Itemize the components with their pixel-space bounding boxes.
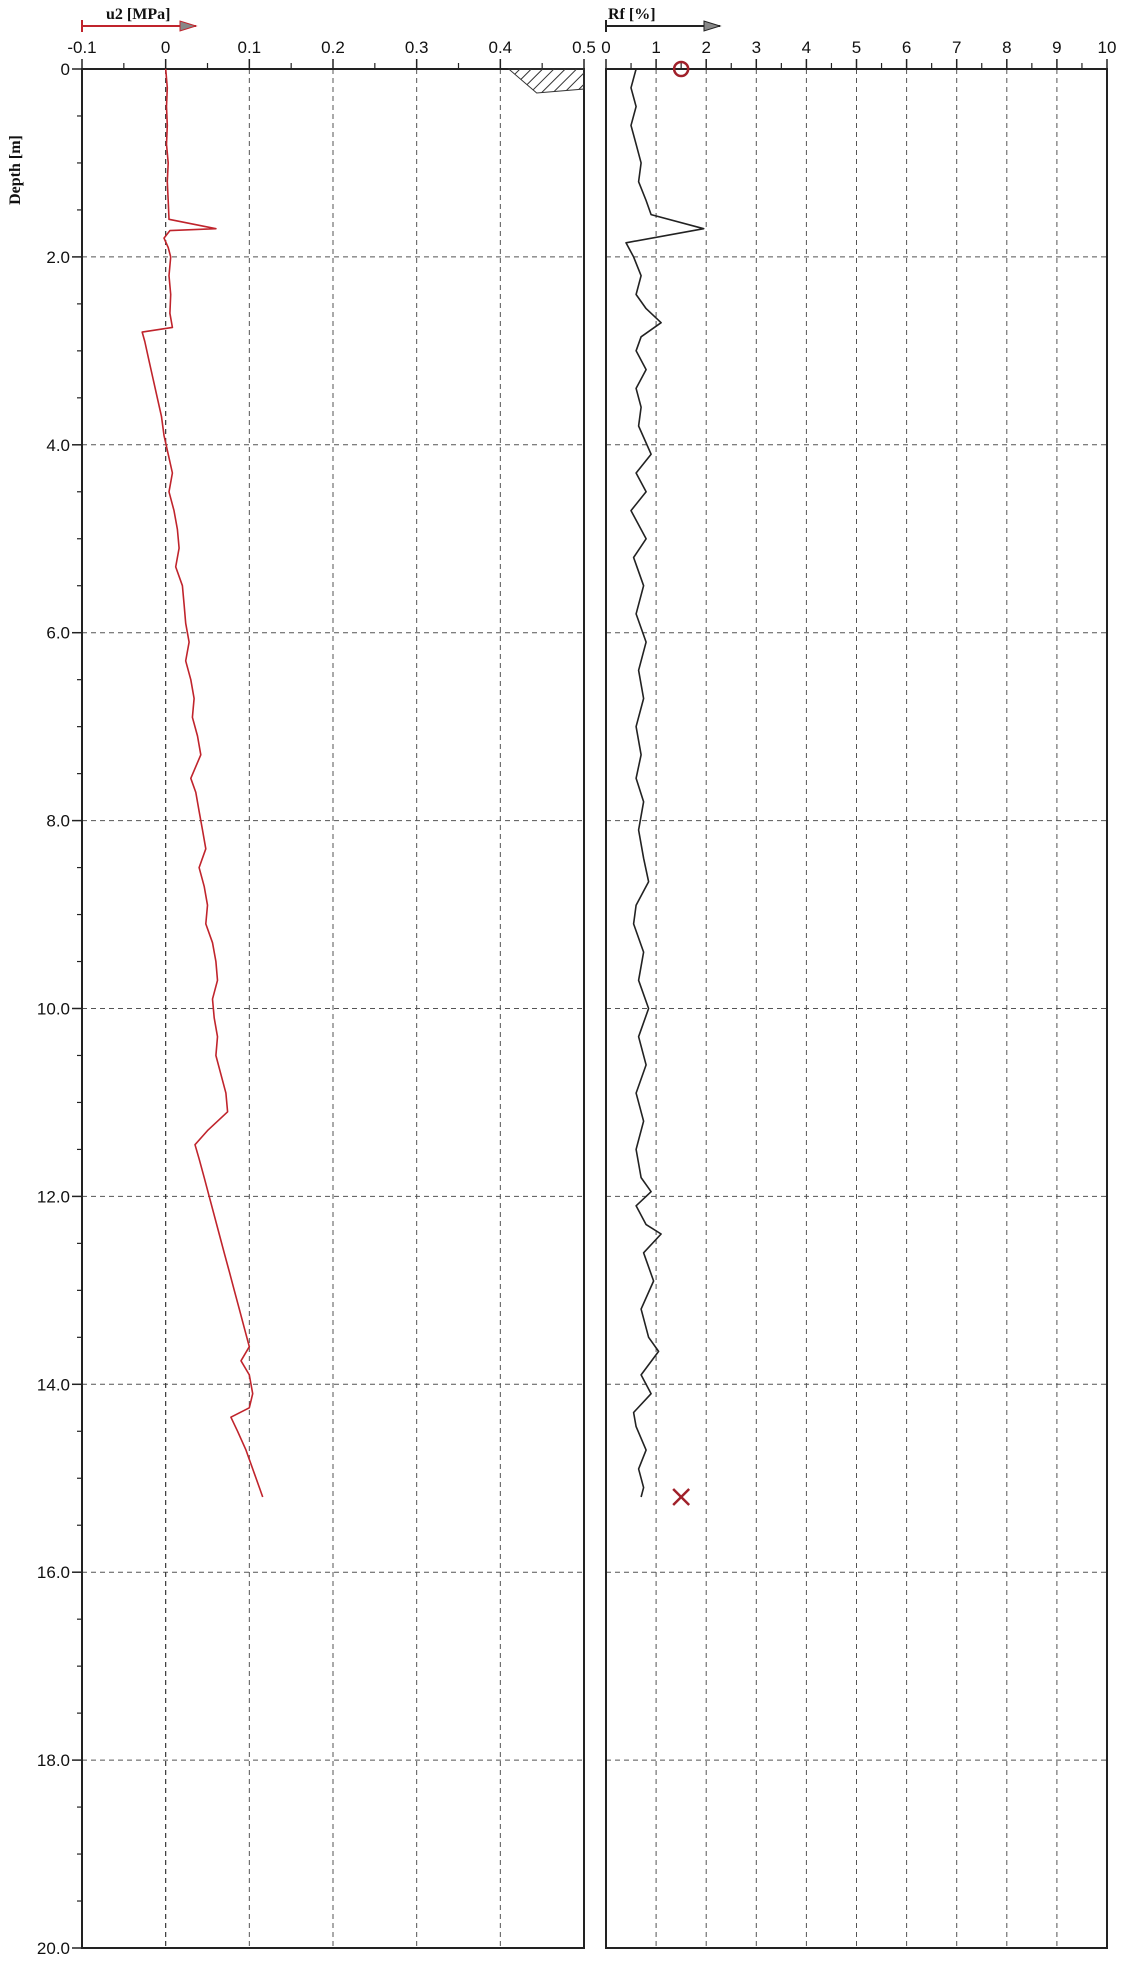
x-tick-label: 0.1 [238, 38, 262, 57]
x-tick-label: 5 [852, 38, 861, 57]
rf-axis-title: Rf [%] [608, 6, 656, 23]
rf-plot-frame [605, 68, 1108, 1949]
rf-ticks [605, 59, 1108, 69]
u2-series [141, 68, 264, 1498]
depth-tick-label: 6.0 [46, 624, 70, 643]
series-line [141, 68, 264, 1498]
series-line [625, 68, 705, 1498]
rf-markers [672, 60, 691, 1506]
rf-series [625, 68, 705, 1498]
u2-plot-frame [81, 68, 585, 1949]
rf-axis-arrow [605, 20, 722, 32]
u2-grid [82, 69, 584, 1948]
x-tick-label: 10 [1098, 38, 1117, 57]
x-tick-label: 0.4 [489, 38, 513, 57]
u2-axis-title: u2 [MPa] [106, 6, 170, 23]
x-tick-label: 2 [701, 38, 710, 57]
depth-tick-label: 12.0 [37, 1187, 70, 1206]
depth-axis-tick-labels: 0 2.0 4.0 6.0 8.0 10.0 12.0 14.0 16.0 18.0 20.0 [37, 60, 70, 1958]
depth-tick-label: 10.0 [37, 1000, 70, 1019]
depth-tick-label: 16.0 [37, 1563, 70, 1582]
depth-tick-label: 2.0 [46, 248, 70, 267]
x-tick-label: 0 [161, 38, 170, 57]
x-tick-label: 3 [752, 38, 761, 57]
depth-tick-label: 8.0 [46, 812, 70, 831]
x-tick-label: 9 [1052, 38, 1061, 57]
x-tick-label: -0.1 [67, 38, 96, 57]
u2-axis-arrow [81, 20, 198, 32]
u2-x-tick-labels: -0.1 0 0.1 0.2 0.3 0.4 0.5 [67, 38, 595, 57]
depth-tick-label: 0 [61, 60, 70, 79]
arrow-head [703, 20, 722, 32]
x-tick-label: 6 [902, 38, 911, 57]
x-tick-label: 0.5 [572, 38, 596, 57]
start-circle-marker [672, 60, 690, 78]
depth-tick-label: 4.0 [46, 436, 70, 455]
depth-tick-label: 18.0 [37, 1751, 70, 1770]
rf-x-tick-labels: 0 1 2 3 4 5 6 7 8 9 10 [601, 38, 1116, 57]
x-tick-label: 0.3 [405, 38, 429, 57]
rf-grid [606, 69, 1107, 1948]
depth-axis-title: Depth [m] [7, 135, 24, 205]
ground-surface-hatch [507, 68, 585, 94]
x-tick-label: 1 [651, 38, 660, 57]
cross-stroke [672, 1488, 691, 1506]
x-tick-label: 4 [802, 38, 811, 57]
x-tick-label: 0.2 [321, 38, 345, 57]
depth-tick-label: 20.0 [37, 1939, 70, 1958]
depth-tick-label: 14.0 [37, 1375, 70, 1394]
u2-panel: 0 2.0 4.0 6.0 8.0 10.0 12.0 14.0 16.0 18.0 20.0 -0… [7, 6, 596, 1958]
x-tick-label: 8 [1002, 38, 1011, 57]
end-cross-marker [672, 1488, 691, 1506]
arrow-head [179, 20, 198, 32]
x-tick-label: 0 [601, 38, 610, 57]
rf-panel: 0 1 2 3 4 5 6 7 8 9 10 Rf [%] [601, 6, 1116, 1949]
x-tick-label: 7 [952, 38, 961, 57]
u2-ticks [72, 59, 585, 1949]
